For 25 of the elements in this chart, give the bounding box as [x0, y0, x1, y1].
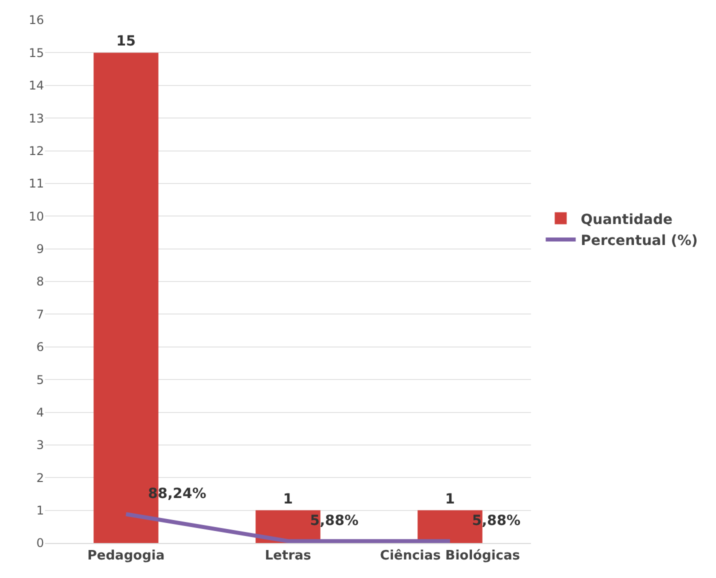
y-tick-label: 8 [36, 274, 44, 289]
data-label: 15 [116, 34, 136, 50]
data-label: 1 [283, 491, 293, 508]
x-tick-label: Ciências Biológicas [380, 548, 520, 564]
legend-label: Quantidade [580, 212, 672, 228]
y-tick-label: 15 [28, 46, 44, 60]
y-tick-label: 5 [36, 372, 44, 387]
y-tick-label: 6 [36, 340, 44, 354]
y-tick-label: 11 [28, 176, 44, 191]
y-tick-label: 9 [36, 242, 44, 256]
x-tick-label: Pedagogia [87, 548, 165, 564]
y-tick-label: 10 [28, 209, 44, 224]
y-tick-label: 1 [36, 504, 44, 518]
y-tick-label: 3 [36, 438, 44, 452]
x-tick-label: Letras [264, 548, 312, 564]
y-tick-label: 12 [28, 144, 44, 158]
y-tick-label: 7 [36, 307, 44, 322]
y-tick-label: 0 [36, 536, 44, 550]
y-tick-label: 2 [36, 470, 44, 485]
y-tick-label: 4 [36, 405, 44, 420]
data-label: 1 [445, 491, 455, 508]
y-tick-label: 13 [28, 111, 44, 126]
y-tick-label: 16 [28, 13, 44, 28]
y-tick-label: 14 [28, 78, 44, 93]
legend-label: Percentual (%) [580, 232, 698, 249]
